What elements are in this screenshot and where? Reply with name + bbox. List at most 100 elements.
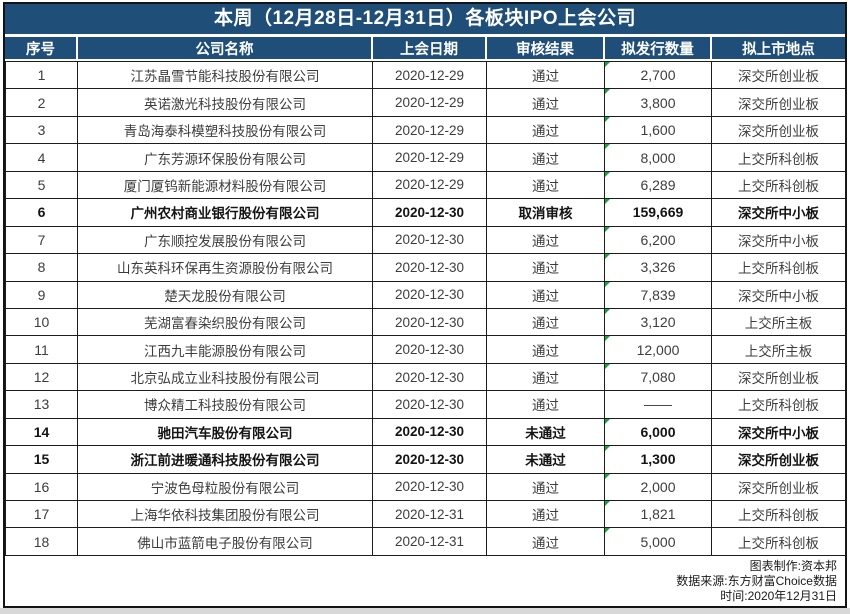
cell-result: 未通过 (486, 417, 605, 447)
quantity-value: 6,000 (640, 423, 676, 440)
green-corner-flag-icon (605, 336, 610, 342)
cell-quantity: 8,000 (604, 143, 712, 172)
green-corner-flag-icon (605, 474, 610, 479)
table-row: 16 宁波色母粒股份有限公司 2020-12-30 通过 2,000 深交所创业… (5, 472, 846, 502)
cell-date: 2020-12-30 (372, 253, 487, 282)
cell-serial: 8 (5, 253, 78, 282)
cell-result: 通过 (486, 253, 605, 282)
cell-quantity: 6,000 (604, 417, 712, 447)
green-corner-flag-icon (605, 528, 610, 534)
table-row: 1 江苏晶雪节能科技股份有限公司 2020-12-29 通过 2,700 深交所… (5, 60, 846, 90)
cell-quantity: 7,839 (604, 280, 712, 309)
table-row: 10 芜湖富春染织股份有限公司 2020-12-30 通过 3,120 上交所主… (5, 307, 846, 337)
quantity-value: 3,800 (640, 94, 676, 111)
cell-result: 通过 (486, 88, 605, 117)
table-title: 本周（12月28日-12月31日）各板块IPO上会公司 (5, 4, 845, 34)
quantity-value: —— (644, 396, 672, 413)
cell-quantity: 3,120 (604, 307, 712, 337)
cell-date: 2020-12-30 (372, 390, 487, 419)
cell-date: 2020-12-29 (372, 170, 487, 200)
quantity-value: 159,669 (632, 204, 684, 221)
cell-serial: 2 (5, 88, 78, 117)
green-corner-flag-icon (605, 62, 610, 67)
quantity-value: 3,120 (640, 314, 676, 331)
cell-location: 上交所科创板 (711, 143, 846, 172)
green-corner-flag-icon (605, 144, 610, 150)
table-row: 13 博众精工科技股份有限公司 2020-12-30 通过 —— 上交所科创板 (5, 390, 846, 419)
table-row: 3 青岛海泰科模塑科技股份有限公司 2020-12-29 通过 1,600 深交… (5, 115, 846, 145)
cell-location: 上交所科创板 (711, 499, 846, 529)
column-header-serial: 序号 (5, 37, 78, 59)
cell-location: 上交所主板 (711, 335, 846, 364)
cell-result: 通过 (486, 527, 605, 556)
table-body: 1 江苏晶雪节能科技股份有限公司 2020-12-29 通过 2,700 深交所… (5, 60, 846, 556)
table-row: 2 英诺激光科技股份有限公司 2020-12-29 通过 3,800 深交所创业… (5, 88, 846, 117)
cell-serial: 3 (5, 115, 78, 145)
ipo-data-table: 1 江苏晶雪节能科技股份有限公司 2020-12-29 通过 2,700 深交所… (5, 60, 846, 556)
ipo-table-frame: 本周（12月28日-12月31日）各板块IPO上会公司 序号 公司名称 上会日期… (3, 2, 847, 608)
cell-company: 宁波色母粒股份有限公司 (77, 472, 373, 502)
green-corner-flag-icon (605, 199, 610, 205)
cell-result: 通过 (486, 280, 605, 309)
cell-result: 通过 (486, 499, 605, 529)
cell-company: 山东英科环保再生资源股份有限公司 (77, 253, 373, 282)
cell-result: 通过 (486, 307, 605, 337)
cell-serial: 11 (5, 335, 78, 364)
quantity-value: 1,300 (640, 451, 676, 468)
cell-result: 取消审核 (486, 198, 605, 227)
cell-date: 2020-12-30 (372, 362, 487, 392)
quantity-value: 7,839 (640, 286, 676, 303)
green-corner-flag-icon (605, 282, 610, 287)
cell-quantity: 159,669 (604, 198, 712, 227)
cell-company: 驰田汽车股份有限公司 (77, 417, 373, 447)
cell-date: 2020-12-29 (372, 88, 487, 117)
cell-company: 厦门厦钨新能源材料股份有限公司 (77, 170, 373, 200)
table-row: 18 佛山市蓝箭电子股份有限公司 2020-12-31 通过 5,000 上交所… (5, 527, 846, 556)
cell-result: 通过 (486, 170, 605, 200)
cell-date: 2020-12-30 (372, 198, 487, 227)
green-corner-flag-icon (605, 117, 610, 122)
table-row: 12 北京弘成立业科技股份有限公司 2020-12-30 通过 7,080 深交… (5, 362, 846, 392)
cell-company: 广东芳源环保股份有限公司 (77, 143, 373, 172)
cell-date: 2020-12-31 (372, 527, 487, 556)
cell-quantity: —— (604, 390, 712, 419)
cell-company: 英诺激光科技股份有限公司 (77, 88, 373, 117)
cell-result: 通过 (486, 335, 605, 364)
footer-time: 时间:2020年12月31日 (720, 589, 837, 603)
cell-location: 上交所科创板 (711, 253, 846, 282)
cell-location: 上交所科创板 (711, 527, 846, 556)
green-corner-flag-icon (605, 172, 610, 177)
cell-company: 芜湖富春染织股份有限公司 (77, 307, 373, 337)
cell-date: 2020-12-30 (372, 335, 487, 364)
quantity-value: 6,200 (640, 231, 676, 248)
cell-quantity: 2,000 (604, 472, 712, 502)
green-corner-flag-icon (605, 89, 610, 95)
cell-date: 2020-12-30 (372, 445, 487, 474)
cell-quantity: 3,800 (604, 88, 712, 117)
cell-location: 深交所中小板 (711, 198, 846, 227)
column-header-location: 拟上市地点 (710, 37, 845, 59)
cell-company: 博众精工科技股份有限公司 (77, 390, 373, 419)
table-row: 4 广东芳源环保股份有限公司 2020-12-29 通过 8,000 上交所科创… (5, 143, 846, 172)
cell-serial: 17 (5, 499, 78, 529)
cell-quantity: 1,821 (604, 499, 712, 529)
quantity-value: 12,000 (636, 341, 680, 358)
green-corner-flag-icon (605, 419, 610, 424)
cell-company: 浙江前进暖通科技股份有限公司 (77, 445, 373, 474)
cell-result: 通过 (486, 472, 605, 502)
cell-location: 深交所创业板 (711, 445, 846, 474)
cell-quantity: 1,300 (604, 445, 712, 474)
cell-company: 江苏晶雪节能科技股份有限公司 (77, 60, 373, 90)
cell-company: 青岛海泰科模塑科技股份有限公司 (77, 115, 373, 145)
cell-result: 通过 (486, 225, 605, 255)
cell-serial: 16 (5, 472, 78, 502)
cell-quantity: 2,700 (604, 60, 712, 90)
cell-result: 通过 (486, 390, 605, 419)
cell-location: 深交所创业板 (711, 60, 846, 90)
cell-quantity: 1,600 (604, 115, 712, 145)
cell-date: 2020-12-31 (372, 499, 487, 529)
column-header-quantity: 拟发行数量 (603, 37, 712, 59)
cell-serial: 10 (5, 307, 78, 337)
cell-location: 上交所科创板 (711, 390, 846, 419)
cell-company: 广州农村商业银行股份有限公司 (77, 198, 373, 227)
